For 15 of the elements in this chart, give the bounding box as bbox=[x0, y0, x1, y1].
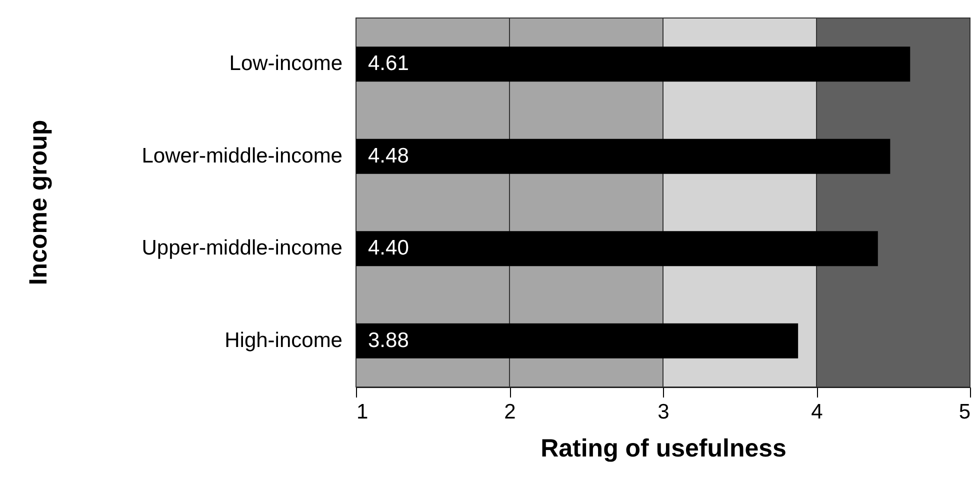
data-label: 4.61 bbox=[368, 52, 409, 76]
y-tick-label: Low-income bbox=[229, 52, 342, 76]
data-label: 3.88 bbox=[368, 328, 409, 352]
x-axis-title: Rating of usefulness bbox=[540, 434, 786, 462]
x-tick-label: 2 bbox=[504, 400, 516, 424]
y-axis-title: Income group bbox=[24, 120, 52, 286]
data-label: 4.40 bbox=[368, 236, 409, 260]
x-tick-label: 4 bbox=[811, 400, 824, 424]
x-tick-label: 1 bbox=[356, 400, 368, 424]
data-label: 4.48 bbox=[368, 144, 409, 168]
y-tick-label: Upper-middle-income bbox=[142, 236, 342, 260]
y-tick-label: High-income bbox=[224, 328, 342, 352]
x-tick-label: 5 bbox=[958, 400, 970, 424]
y-tick-label: Lower-middle-income bbox=[142, 144, 342, 168]
x-tick-label: 3 bbox=[658, 400, 670, 424]
